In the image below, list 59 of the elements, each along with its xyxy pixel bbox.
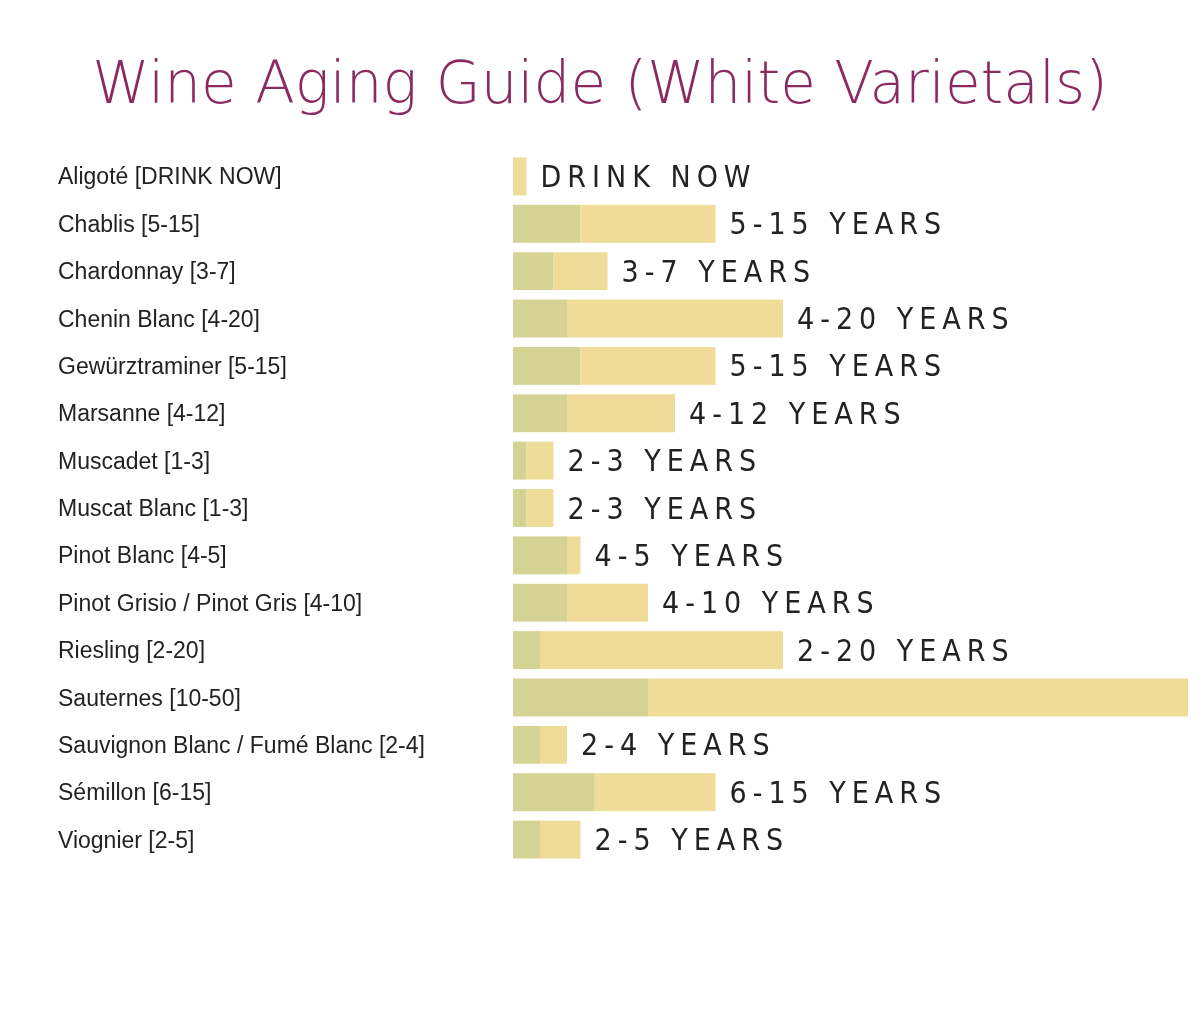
bar — [513, 346, 581, 385]
y-tick-label: Chenin Blanc [4-20] — [58, 305, 261, 332]
y-tick-label: Chablis [5-15] — [58, 210, 200, 237]
y-tick-label: Aligoté [DRINK NOW] — [58, 163, 282, 190]
bar — [513, 157, 527, 196]
y-tick-label: Pinot Blanc [4-5] — [58, 542, 227, 569]
data-label: 2-4 YEARS — [581, 727, 776, 763]
bar — [567, 299, 783, 338]
data-label: 5-15 YEARS — [729, 206, 948, 242]
bar — [580, 346, 716, 385]
bar — [553, 252, 608, 291]
bar — [567, 583, 648, 622]
data-label: 4-12 YEARS — [689, 395, 907, 431]
bar — [513, 631, 540, 670]
data-label: 3-7 YEARS — [621, 253, 817, 289]
data-label: 2-5 YEARS — [594, 822, 790, 858]
bar — [513, 678, 648, 717]
y-tick-label: Sauvignon Blanc / Fumé Blanc [2-4] — [58, 731, 425, 758]
bar — [513, 820, 540, 859]
data-label: 2-20 YEARS — [797, 632, 1015, 668]
bar — [594, 773, 716, 812]
data-label: 2-3 YEARS — [567, 490, 763, 526]
data-label: 6-15 YEARS — [729, 774, 948, 810]
y-tick-label: Pinot Grisio / Pinot Gris [4-10] — [58, 589, 363, 616]
y-tick-label: Marsanne [4-12] — [58, 400, 226, 427]
bar — [513, 725, 540, 764]
data-label: DRINK NOW — [540, 158, 757, 194]
y-tick-label: Sémillon [6-15] — [58, 779, 212, 806]
y-tick-label: Gewürztraminer [5-15] — [58, 352, 287, 379]
y-tick-label: Muscat Blanc [1-3] — [58, 495, 249, 522]
bar — [540, 631, 783, 670]
y-tick-label: Riesling [2-20] — [58, 637, 206, 664]
bar — [513, 773, 594, 812]
bar — [513, 489, 527, 527]
data-label: 4-10 YEARS — [662, 585, 880, 621]
bar — [580, 204, 716, 243]
y-tick-label: Muscadet [1-3] — [58, 447, 211, 474]
y-tick-label: Chardonnay [3-7] — [58, 258, 236, 285]
bar — [513, 394, 567, 433]
y-tick-label: Viognier [2-5] — [58, 826, 195, 853]
data-label: 5-15 YEARS — [729, 348, 948, 384]
bar — [513, 536, 567, 575]
data-label: 2-3 YEARS — [567, 443, 763, 479]
bar — [540, 725, 567, 764]
y-tick-label: Sauternes [10-50] — [58, 684, 241, 711]
bar — [513, 204, 581, 243]
bar — [526, 489, 554, 527]
bar — [513, 583, 567, 622]
bar — [648, 678, 1188, 717]
bar — [526, 441, 554, 480]
data-label: 4-20 YEARS — [797, 301, 1015, 337]
data-label: 4-5 YEARS — [594, 537, 790, 573]
bar — [513, 299, 567, 338]
bar — [513, 252, 554, 291]
bar — [567, 536, 581, 575]
bar — [540, 820, 581, 859]
bar — [567, 394, 675, 433]
chart-title: Wine Aging Guide (White Varietals) — [92, 49, 1108, 117]
bar — [513, 441, 527, 480]
